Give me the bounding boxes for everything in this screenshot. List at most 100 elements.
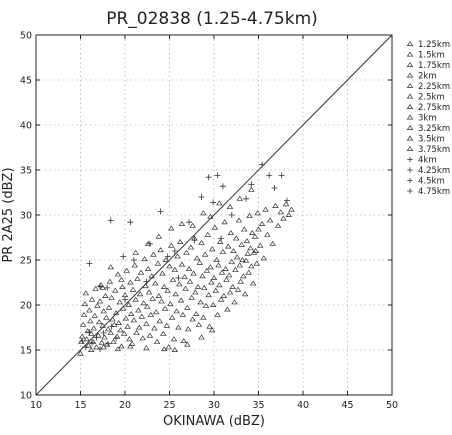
data-point bbox=[87, 318, 94, 324]
data-point bbox=[150, 251, 157, 257]
data-point bbox=[108, 294, 115, 300]
data-point bbox=[186, 278, 194, 284]
data-point bbox=[91, 312, 98, 318]
data-point bbox=[218, 269, 226, 275]
data-point bbox=[213, 257, 220, 262]
data-point bbox=[195, 321, 203, 327]
data-point bbox=[139, 335, 147, 341]
legend-label: 1.5km bbox=[418, 51, 445, 61]
legend-label: 2.5km bbox=[418, 93, 445, 103]
legend-label: 3.5km bbox=[418, 135, 445, 145]
data-point bbox=[182, 285, 189, 291]
y-tick-label: 20 bbox=[20, 301, 32, 312]
data-point bbox=[167, 301, 174, 307]
data-point bbox=[158, 298, 165, 304]
data-point bbox=[86, 329, 93, 335]
data-point bbox=[124, 323, 131, 329]
data-point bbox=[237, 278, 244, 284]
data-point bbox=[154, 260, 162, 266]
data-point bbox=[129, 286, 137, 292]
data-point bbox=[215, 262, 222, 268]
data-point bbox=[103, 341, 111, 347]
data-point bbox=[157, 208, 164, 215]
data-point bbox=[100, 329, 107, 336]
data-point bbox=[151, 325, 158, 331]
data-point bbox=[232, 266, 239, 272]
data-point bbox=[243, 195, 250, 202]
legend-marker bbox=[406, 51, 414, 57]
data-point bbox=[201, 251, 209, 257]
data-point bbox=[174, 253, 181, 259]
data-point bbox=[205, 292, 212, 298]
legend-marker bbox=[407, 177, 413, 184]
x-axis-label: OKINAWA (dBZ) bbox=[163, 414, 265, 429]
y-tick-label: 40 bbox=[20, 121, 32, 132]
data-point bbox=[238, 241, 245, 247]
data-point bbox=[164, 287, 171, 293]
data-point bbox=[104, 284, 111, 291]
x-tick-label: 10 bbox=[30, 400, 42, 411]
data-point bbox=[133, 329, 140, 335]
data-point bbox=[274, 222, 282, 228]
data-point bbox=[86, 260, 93, 267]
x-tick-label: 25 bbox=[163, 400, 175, 411]
data-point bbox=[143, 320, 150, 326]
data-point bbox=[262, 206, 269, 212]
data-point bbox=[112, 310, 120, 316]
data-point bbox=[122, 315, 130, 321]
data-point bbox=[228, 258, 236, 264]
data-point bbox=[115, 320, 123, 325]
legend-item: 3.75km bbox=[406, 145, 450, 155]
data-point bbox=[82, 344, 89, 351]
data-point bbox=[282, 201, 290, 207]
legend-item: 4.75km bbox=[407, 187, 450, 197]
data-point bbox=[277, 209, 284, 215]
data-point bbox=[165, 344, 172, 350]
data-point bbox=[247, 245, 254, 251]
data-point bbox=[209, 302, 217, 307]
data-point bbox=[175, 324, 182, 330]
data-point bbox=[234, 286, 242, 292]
data-point bbox=[202, 302, 210, 308]
data-point bbox=[200, 314, 207, 320]
data-point bbox=[218, 235, 225, 242]
data-point bbox=[233, 254, 241, 260]
data-point bbox=[242, 257, 250, 263]
data-point bbox=[187, 244, 195, 250]
data-point bbox=[226, 289, 234, 295]
data-point bbox=[194, 284, 202, 289]
data-point bbox=[171, 266, 179, 272]
data-point bbox=[207, 213, 214, 219]
legend-item: 4km bbox=[407, 156, 437, 166]
data-point bbox=[159, 270, 166, 276]
data-point bbox=[223, 276, 230, 282]
y-axis-label: PR 2A25 (dBZ) bbox=[1, 167, 16, 262]
data-point bbox=[156, 318, 163, 324]
legend-item: 4.5km bbox=[407, 177, 445, 187]
data-point bbox=[107, 329, 115, 335]
data-point bbox=[93, 344, 100, 350]
data-point bbox=[231, 299, 238, 305]
data-point bbox=[239, 257, 246, 262]
legend-label: 1.75km bbox=[418, 61, 450, 71]
legend-item: 1.75km bbox=[406, 61, 450, 71]
x-tick-label: 45 bbox=[341, 400, 353, 411]
legend-item: 2.25km bbox=[406, 82, 450, 92]
legend-marker bbox=[406, 146, 414, 151]
data-point bbox=[119, 305, 127, 311]
data-point bbox=[266, 172, 273, 179]
data-point bbox=[117, 327, 124, 333]
data-point bbox=[204, 231, 212, 237]
data-point bbox=[79, 333, 86, 339]
legend-item: 4.25km bbox=[407, 166, 450, 176]
legend-marker bbox=[406, 83, 414, 88]
legend-label: 3.75km bbox=[418, 145, 450, 155]
data-point bbox=[161, 305, 169, 311]
data-point bbox=[217, 296, 225, 302]
chart-title: PR_02838 (1.25-4.75km) bbox=[106, 9, 318, 29]
data-point bbox=[251, 233, 259, 239]
data-point bbox=[113, 335, 120, 342]
data-point bbox=[152, 309, 160, 315]
data-point bbox=[103, 314, 110, 320]
